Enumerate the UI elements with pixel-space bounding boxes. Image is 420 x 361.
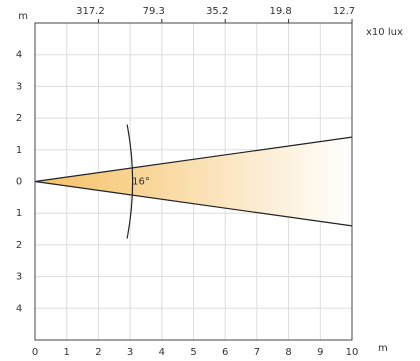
top-tick-label: 19.8: [269, 6, 291, 17]
top-tick-label: 12.7: [333, 6, 355, 17]
x-tick-label: 7: [254, 347, 260, 358]
x-axis-label: m: [378, 343, 388, 354]
y-tick-label: 2: [16, 240, 22, 251]
top-axis-label: x10 lux: [366, 27, 403, 38]
top-tick-label: 79.3: [143, 6, 165, 17]
angle-label: 16°: [132, 177, 150, 188]
x-tick-label: 2: [95, 347, 101, 358]
y-tick-label: 2: [16, 113, 22, 124]
x-tick-label: 8: [285, 347, 291, 358]
plot-frame: [34, 22, 353, 341]
beam-edge: [34, 180, 353, 227]
y-axis-label: m: [18, 11, 28, 22]
angle-arc: [126, 124, 134, 239]
x-tick-label: 3: [127, 347, 133, 358]
y-tick-label: 4: [16, 303, 22, 314]
top-tick-label: 35.2: [206, 6, 228, 17]
y-tick-label: 1: [16, 145, 22, 156]
top-tick-label: 317.2: [76, 6, 105, 17]
y-tick-label: 3: [16, 272, 22, 283]
y-tick-label: 3: [16, 81, 22, 92]
x-tick-label: 4: [159, 347, 165, 358]
y-tick-label: 1: [16, 208, 22, 219]
x-tick-label: 0: [32, 347, 38, 358]
beam-edge: [34, 136, 353, 183]
x-tick-label: 1: [64, 347, 70, 358]
y-tick-label: 0: [16, 177, 22, 188]
x-tick-label: 6: [222, 347, 228, 358]
x-tick-label: 10: [346, 347, 359, 358]
y-tick-label: 4: [16, 50, 22, 61]
x-tick-label: 5: [190, 347, 196, 358]
beam: [35, 137, 352, 226]
x-tick-label: 9: [317, 347, 323, 358]
